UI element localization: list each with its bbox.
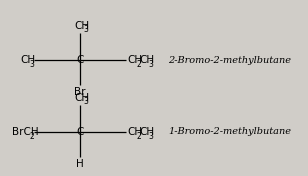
Text: Br: Br — [75, 87, 86, 97]
Text: CH: CH — [74, 93, 89, 103]
Text: 3: 3 — [149, 60, 154, 69]
Text: C: C — [77, 55, 84, 65]
Text: 3: 3 — [30, 60, 34, 69]
Text: CH: CH — [140, 55, 155, 65]
Text: 2-Bromo-2-methylbutane: 2-Bromo-2-methylbutane — [168, 56, 291, 65]
Text: 2: 2 — [137, 60, 141, 69]
Text: 2: 2 — [137, 131, 141, 140]
Text: CH: CH — [21, 55, 36, 65]
Text: 3: 3 — [83, 97, 88, 106]
Text: 1-Bromo-2-methylbutane: 1-Bromo-2-methylbutane — [168, 127, 291, 136]
Text: CH: CH — [74, 21, 89, 31]
Text: C: C — [77, 127, 84, 137]
Text: 3: 3 — [83, 25, 88, 34]
Text: CH: CH — [140, 127, 155, 137]
Text: 3: 3 — [149, 131, 154, 140]
Text: CH: CH — [128, 55, 143, 65]
Text: BrCH: BrCH — [12, 127, 38, 137]
Text: CH: CH — [128, 127, 143, 137]
Text: 2: 2 — [30, 131, 34, 140]
Text: H: H — [76, 159, 84, 169]
